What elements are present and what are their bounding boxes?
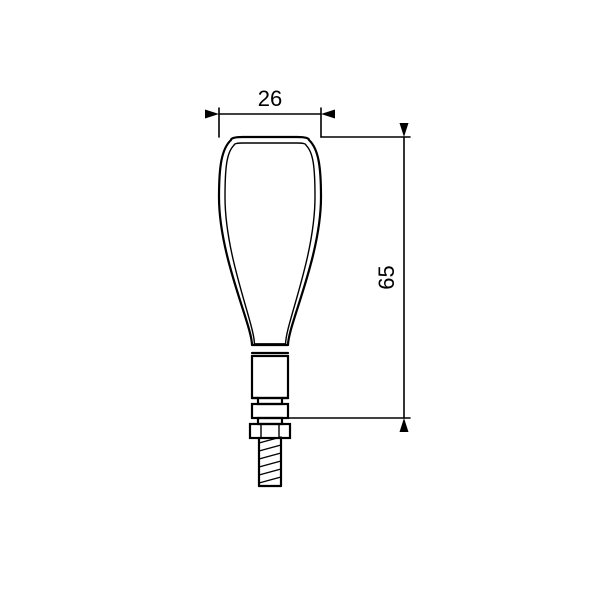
dimension-width-value: 26 [258, 86, 282, 111]
housing-neck [250, 353, 290, 438]
dimension-width [219, 108, 321, 137]
bulb-lens [219, 137, 321, 345]
threaded-stud [259, 437, 281, 486]
technical-drawing: 26 65 [0, 0, 610, 610]
dimension-height-value: 65 [374, 265, 399, 289]
